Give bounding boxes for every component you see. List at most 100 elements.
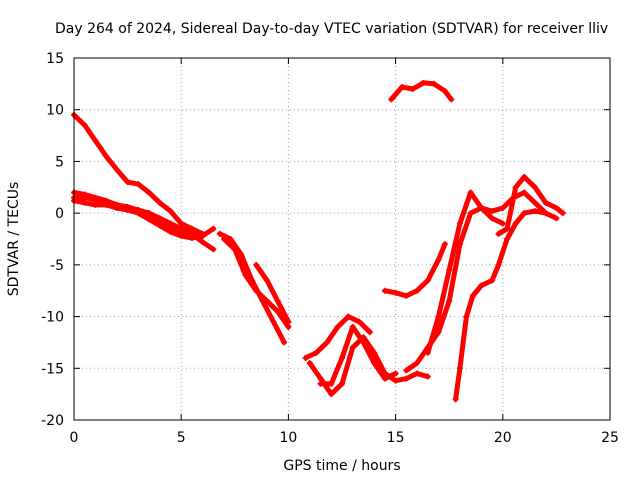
data-point — [317, 380, 324, 387]
series-line — [496, 174, 566, 237]
data-point — [328, 380, 335, 387]
data-point — [285, 323, 292, 330]
data-point — [435, 256, 442, 263]
data-point — [414, 287, 421, 294]
y-tick-label: 0 — [55, 206, 64, 222]
data-point — [92, 196, 99, 203]
data-point — [388, 96, 395, 103]
x-tick-label: 10 — [279, 430, 297, 446]
data-point — [399, 83, 406, 90]
data-point — [499, 204, 506, 211]
data-point — [81, 199, 88, 206]
chart-title: Day 264 of 2024, Sidereal Day-to-day VTE… — [55, 21, 608, 37]
series-arc-14 — [424, 189, 506, 356]
data-point — [553, 215, 560, 222]
data-point — [345, 313, 352, 320]
data-point — [92, 201, 99, 208]
series-arc-8 — [302, 313, 373, 361]
data-point — [424, 277, 431, 284]
data-point — [306, 360, 313, 367]
data-point — [210, 246, 217, 253]
data-point — [446, 267, 453, 274]
data-point — [435, 313, 442, 320]
data-point — [414, 360, 421, 367]
data-point — [495, 230, 502, 237]
series-arc-11 — [388, 79, 455, 103]
series-line — [221, 236, 291, 330]
y-tick-label: 15 — [46, 51, 64, 67]
data-point — [146, 216, 153, 223]
series-line — [382, 241, 448, 299]
data-point — [420, 79, 427, 86]
data-point — [446, 298, 453, 305]
data-point — [81, 122, 88, 129]
data-point — [559, 210, 566, 217]
data-point — [253, 287, 260, 294]
data-point — [263, 277, 270, 284]
series-arc-10 — [317, 323, 399, 387]
data-point — [216, 230, 223, 237]
data-point — [504, 225, 511, 232]
data-point — [499, 220, 506, 227]
data-point — [135, 181, 142, 188]
data-point — [424, 373, 431, 380]
data-point — [531, 199, 538, 206]
data-point — [281, 339, 288, 346]
data-point — [381, 375, 388, 382]
data-point — [521, 173, 528, 180]
series-line — [318, 324, 399, 387]
data-point — [478, 204, 485, 211]
data-point — [334, 323, 341, 330]
data-point — [328, 391, 335, 398]
data-point — [512, 184, 519, 191]
data-point — [274, 308, 281, 315]
data-point — [456, 220, 463, 227]
data-point — [156, 199, 163, 206]
series-layer — [71, 79, 566, 403]
data-point — [521, 189, 528, 196]
series-arc-12 — [381, 241, 448, 299]
series-line — [307, 334, 431, 397]
data-point — [512, 220, 519, 227]
data-point — [199, 239, 206, 246]
x-tick-label: 20 — [494, 430, 512, 446]
data-point — [178, 232, 185, 239]
data-point — [489, 215, 496, 222]
data-point — [103, 201, 110, 208]
data-point — [317, 375, 324, 382]
data-point — [178, 220, 185, 227]
data-point — [92, 137, 99, 144]
data-point — [489, 277, 496, 284]
data-point — [448, 96, 455, 103]
data-point — [349, 323, 356, 330]
data-point — [553, 204, 560, 211]
data-point — [489, 208, 496, 215]
data-point — [392, 370, 399, 377]
data-point — [113, 166, 120, 173]
data-point — [531, 184, 538, 191]
data-point — [253, 261, 260, 268]
data-point — [199, 232, 206, 239]
data-point — [124, 207, 131, 214]
data-point — [371, 360, 378, 367]
data-point — [221, 236, 228, 242]
series-arc-16 — [495, 173, 566, 237]
y-tick-label: -10 — [41, 310, 64, 326]
series-line — [425, 190, 506, 356]
data-point — [504, 236, 511, 242]
data-point — [210, 225, 217, 232]
y-tick-label: -5 — [50, 258, 64, 274]
data-point — [167, 228, 174, 235]
data-point — [231, 246, 238, 253]
data-point — [146, 210, 153, 217]
data-point — [371, 349, 378, 356]
data-point — [156, 215, 163, 222]
data-point — [521, 210, 528, 217]
x-tick-label: 25 — [601, 430, 619, 446]
data-point — [339, 354, 345, 361]
data-point — [452, 396, 459, 403]
data-point — [285, 318, 292, 325]
data-point — [467, 189, 474, 196]
data-point — [242, 272, 249, 279]
